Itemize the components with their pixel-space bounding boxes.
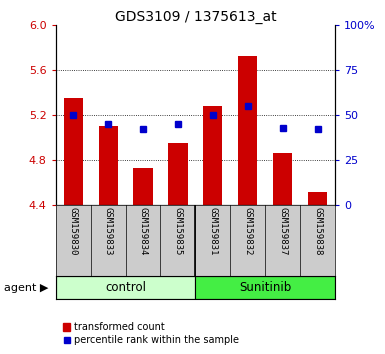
Bar xyxy=(238,56,257,205)
Bar xyxy=(273,153,292,205)
Bar xyxy=(99,126,118,205)
Bar xyxy=(134,168,152,205)
Bar xyxy=(308,192,327,205)
Bar xyxy=(168,143,187,205)
Text: control: control xyxy=(105,281,146,294)
Text: GSM159837: GSM159837 xyxy=(278,207,287,256)
Bar xyxy=(195,276,335,299)
Text: GSM159831: GSM159831 xyxy=(208,207,218,256)
Text: GSM159835: GSM159835 xyxy=(173,207,182,256)
Title: GDS3109 / 1375613_at: GDS3109 / 1375613_at xyxy=(115,10,276,24)
Text: GSM159830: GSM159830 xyxy=(69,207,78,256)
Text: agent ▶: agent ▶ xyxy=(4,282,48,293)
Text: Sunitinib: Sunitinib xyxy=(239,281,291,294)
Bar xyxy=(64,98,83,205)
Text: GSM159833: GSM159833 xyxy=(104,207,113,256)
Text: GSM159832: GSM159832 xyxy=(243,207,252,256)
Legend: transformed count, percentile rank within the sample: transformed count, percentile rank withi… xyxy=(59,319,243,349)
Bar xyxy=(203,106,223,205)
Bar xyxy=(56,276,195,299)
Text: GSM159838: GSM159838 xyxy=(313,207,322,256)
Text: GSM159834: GSM159834 xyxy=(139,207,147,256)
